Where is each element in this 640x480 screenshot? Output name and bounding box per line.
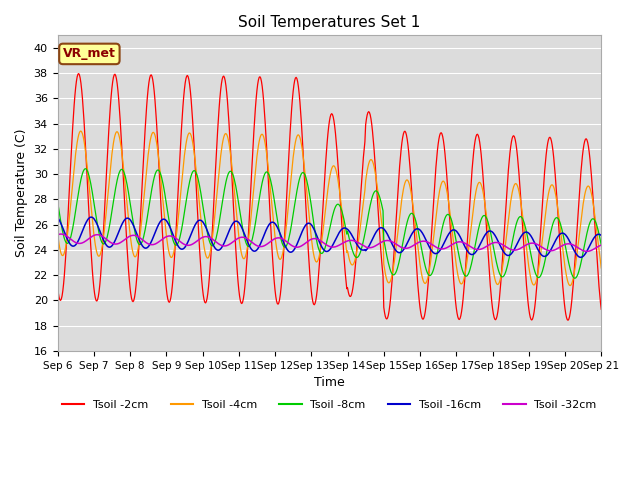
Line: Tsoil -8cm: Tsoil -8cm: [58, 168, 601, 278]
Tsoil -32cm: [374, 241, 382, 247]
Line: Tsoil -16cm: Tsoil -16cm: [58, 217, 601, 257]
Tsoil -32cm: [583, 249, 591, 254]
Tsoil -16cm: [428, 249, 436, 254]
Tsoil -16cm: [577, 254, 585, 260]
Tsoil -16cm: [88, 214, 95, 220]
Tsoil -32cm: [58, 231, 65, 237]
Title: Soil Temperatures Set 1: Soil Temperatures Set 1: [238, 15, 420, 30]
Tsoil -8cm: [571, 276, 579, 281]
Tsoil -2cm: [322, 160, 330, 166]
Line: Tsoil -2cm: Tsoil -2cm: [58, 73, 601, 320]
Tsoil -4cm: [174, 222, 182, 228]
Tsoil -2cm: [428, 221, 436, 227]
Tsoil -8cm: [82, 166, 90, 171]
Tsoil -4cm: [566, 283, 574, 288]
Tsoil -16cm: [597, 233, 605, 239]
Tsoil -4cm: [548, 182, 556, 188]
Tsoil -8cm: [428, 270, 436, 276]
Tsoil -32cm: [548, 248, 556, 253]
Tsoil -16cm: [174, 242, 182, 248]
Tsoil -4cm: [77, 128, 84, 134]
Text: VR_met: VR_met: [63, 48, 116, 60]
Tsoil -4cm: [428, 247, 436, 253]
Tsoil -32cm: [54, 232, 61, 238]
Tsoil -4cm: [197, 219, 205, 225]
Tsoil -16cm: [54, 215, 61, 220]
Tsoil -8cm: [197, 191, 205, 197]
Y-axis label: Soil Temperature (C): Soil Temperature (C): [15, 129, 28, 257]
Tsoil -2cm: [597, 306, 605, 312]
Tsoil -2cm: [75, 71, 83, 76]
Tsoil -32cm: [322, 241, 330, 247]
Tsoil -8cm: [54, 198, 61, 204]
Tsoil -8cm: [374, 191, 382, 197]
Line: Tsoil -4cm: Tsoil -4cm: [58, 131, 601, 286]
Tsoil -8cm: [597, 242, 605, 248]
Tsoil -8cm: [174, 241, 182, 247]
X-axis label: Time: Time: [314, 376, 345, 389]
Tsoil -16cm: [548, 244, 556, 250]
Tsoil -32cm: [174, 237, 182, 242]
Line: Tsoil -32cm: Tsoil -32cm: [58, 234, 601, 252]
Tsoil -32cm: [197, 235, 205, 241]
Tsoil -16cm: [374, 226, 382, 232]
Tsoil -2cm: [197, 268, 205, 274]
Tsoil -32cm: [428, 242, 436, 248]
Tsoil -8cm: [548, 223, 556, 229]
Tsoil -8cm: [322, 243, 330, 249]
Tsoil -2cm: [174, 198, 182, 204]
Tsoil -16cm: [322, 248, 330, 254]
Tsoil -2cm: [548, 142, 556, 148]
Tsoil -32cm: [597, 242, 605, 248]
Legend: Tsoil -2cm, Tsoil -4cm, Tsoil -8cm, Tsoil -16cm, Tsoil -32cm: Tsoil -2cm, Tsoil -4cm, Tsoil -8cm, Tsoi…: [58, 396, 601, 415]
Tsoil -2cm: [564, 317, 572, 323]
Tsoil -2cm: [374, 213, 382, 219]
Tsoil -4cm: [597, 265, 605, 271]
Tsoil -16cm: [197, 217, 205, 223]
Tsoil -4cm: [374, 193, 382, 199]
Tsoil -4cm: [322, 205, 330, 211]
Tsoil -2cm: [54, 283, 61, 289]
Tsoil -4cm: [54, 230, 61, 236]
